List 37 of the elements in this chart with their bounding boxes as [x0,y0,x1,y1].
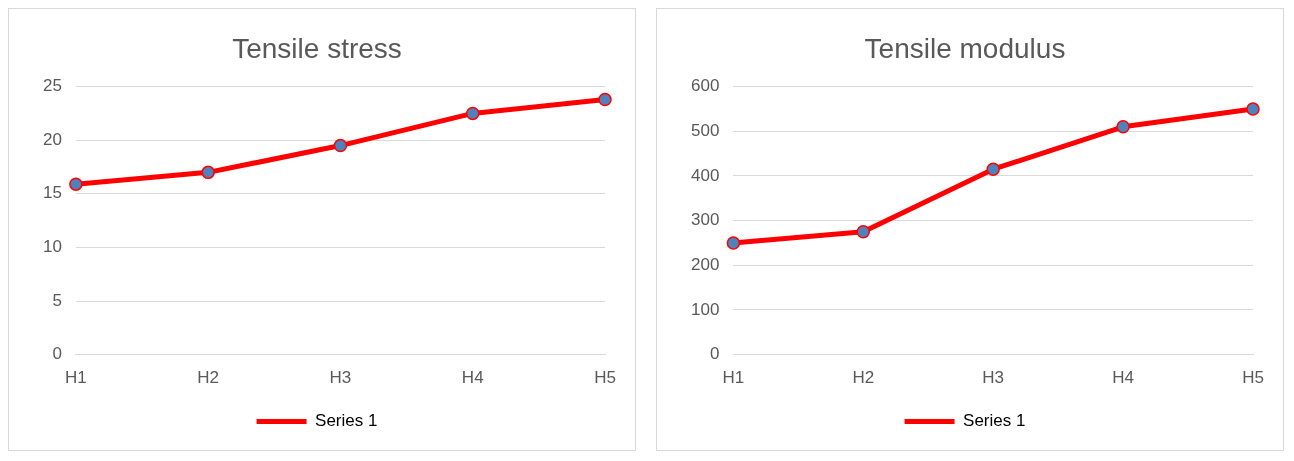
chart-title: Tensile modulus [864,32,1066,64]
chart-title: Tensile stress [232,32,402,64]
y-tick-label: 100 [690,299,720,319]
y-tick-label: 400 [690,165,720,185]
y-tick-label: 5 [52,290,62,310]
y-tick-label: 200 [690,254,720,274]
point [333,138,348,153]
x-tick-label: H5 [594,368,616,388]
x-tick-label: H3 [329,368,352,388]
y-tick-label: 20 [42,129,62,149]
y-tick-label: 0 [52,344,62,364]
y-tick-label: 600 [690,76,720,96]
y-tick-label: 0 [709,344,720,364]
x-tick-label: H2 [197,368,220,388]
point [986,162,1000,176]
point [598,92,612,107]
y-tick-label: 25 [42,76,62,96]
y-tick-label: 15 [42,183,62,203]
point [1116,120,1130,134]
point [465,106,480,121]
point [856,225,871,239]
y-tick-label: 10 [42,237,62,257]
legend-label: Series 1 [963,411,1026,431]
x-tick-label: H4 [1112,368,1134,388]
x-tick-label: H3 [982,368,1005,388]
point [726,236,741,250]
y-tick-label: 300 [690,210,720,230]
x-tick-label: H5 [1242,368,1264,388]
x-tick-label: H2 [852,368,875,388]
legend-label: Series 1 [315,411,378,431]
x-tick-label: H4 [461,368,484,388]
point [69,177,83,191]
y-tick-label: 500 [690,120,720,140]
x-tick-label: H1 [65,368,87,388]
point [1246,102,1260,116]
point [201,165,215,180]
x-tick-label: H1 [722,368,745,388]
